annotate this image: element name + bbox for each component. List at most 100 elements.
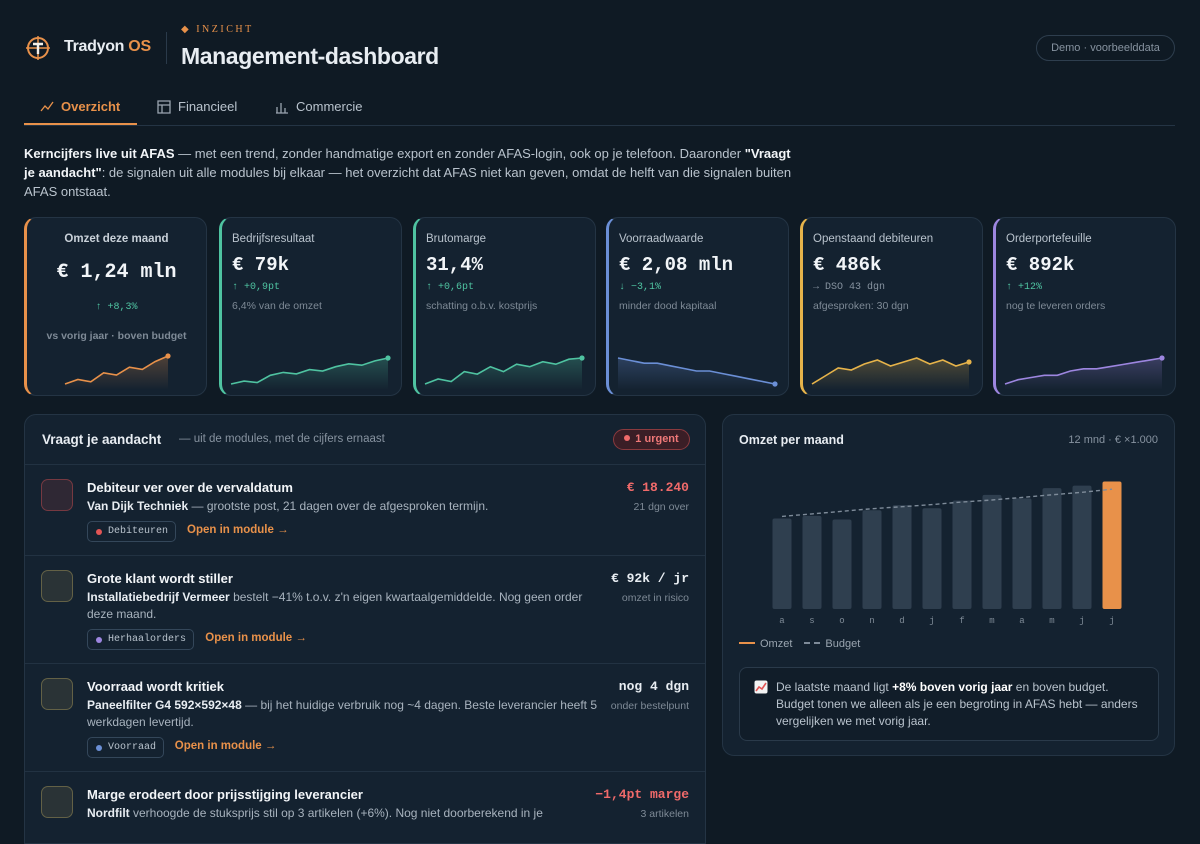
item-tag: Voorraad xyxy=(87,737,165,758)
bar xyxy=(1102,481,1122,609)
item-lead: Paneelfilter G4 592×592×48 xyxy=(87,698,242,712)
attention-title: Vraagt je aandacht xyxy=(42,432,162,447)
tab-bar: Overzicht Financieel Commercie xyxy=(24,92,1175,126)
sparkline-area xyxy=(1005,358,1162,390)
sparkline xyxy=(811,357,972,390)
kpi-delta: ↑ +12% xyxy=(1006,282,1043,293)
kpi-label: Openstaand debiteuren xyxy=(813,233,934,245)
sparkline-end xyxy=(966,359,972,365)
x-tick-label: j xyxy=(1079,616,1084,626)
kpi-value: € 486k xyxy=(813,254,882,276)
attention-item: Debiteur ver over de vervaldatum Van Dijk… xyxy=(25,464,705,556)
eyebrow-text: INZICHT xyxy=(196,24,254,35)
note-part: De laatste maand ligt xyxy=(776,680,893,694)
kpi-label: Brutomarge xyxy=(426,233,487,245)
item-amount-note: 3 artikelen xyxy=(640,808,689,820)
kpi-value: € 892k xyxy=(1006,254,1075,276)
x-tick-label: o xyxy=(839,616,844,626)
x-tick-label: m xyxy=(1049,616,1054,626)
kpi-value: € 2,08 mln xyxy=(619,254,734,276)
tab-label: Commercie xyxy=(296,99,363,114)
sparkline-area xyxy=(618,358,775,390)
bar xyxy=(862,510,882,609)
tab-icon xyxy=(276,103,288,114)
legend-item: Omzet xyxy=(739,638,792,650)
item-icon xyxy=(41,570,73,602)
tab[interactable]: Commercie xyxy=(259,92,369,125)
kpi-card: Openstaand debiteuren € 486k → DSO 43 dgn a… xyxy=(800,217,983,396)
x-tick-label: a xyxy=(779,616,785,626)
sparkline-end xyxy=(1159,355,1165,361)
brand: Tradyon OS xyxy=(64,38,151,56)
open-module-link[interactable]: Open in module → xyxy=(174,740,277,752)
sparkline-area xyxy=(231,358,388,390)
x-tick-label: a xyxy=(1019,616,1025,626)
kpi-card: Omzet deze maand € 1,24 mln ↑ +8,3% vs vori… xyxy=(24,217,207,396)
kpi-delta: ↑ +8,3% xyxy=(95,302,138,313)
item-amount: € 18.240 xyxy=(626,480,689,495)
kpi-label: Bedrijfsresultaat xyxy=(232,233,315,245)
item-text: Nordfilt verhoogde de stuksprijs stil op… xyxy=(87,805,602,822)
item-lead: Van Dijk Techniek xyxy=(87,499,189,513)
sparkline-line xyxy=(424,357,583,385)
item-lead: Installatiebedrijf Vermeer xyxy=(87,590,230,604)
tag-label: Herhaalorders xyxy=(108,634,187,645)
brand-name: Tradyon xyxy=(64,38,125,55)
note-text: De laatste maand ligt +8% boven vorig ja… xyxy=(776,679,1146,730)
sparkline xyxy=(1004,355,1165,390)
bar xyxy=(1072,485,1092,609)
sparkline-end xyxy=(165,353,171,359)
bar xyxy=(952,500,972,609)
sparkline-end xyxy=(385,355,391,361)
kpi-delta: ↑ +0,9pt xyxy=(232,282,281,293)
open-module-link[interactable]: Open in module → xyxy=(187,524,289,536)
item-text: Paneelfilter G4 592×592×48 — bij het hui… xyxy=(87,697,602,731)
tab-icon-path xyxy=(40,101,54,112)
logo xyxy=(26,36,50,60)
tag-label: Debiteuren xyxy=(108,526,169,537)
legend-label: Budget xyxy=(825,638,861,650)
kpi-card: Bedrijfsresultaat € 79k ↑ +0,9pt 6,4% van d… xyxy=(219,217,402,396)
item-body: — grootste post, 21 dagen over de afgesp… xyxy=(188,499,489,513)
item-title: Grote klant wordt stiller xyxy=(87,571,233,586)
kpi-note: afgesproken: 30 dgn xyxy=(813,300,909,312)
attention-item: Grote klant wordt stiller Installatiebedr… xyxy=(25,555,705,664)
x-tick-label: d xyxy=(899,616,904,626)
sparkline-line xyxy=(64,355,169,385)
intro-strong: Kerncijfers live uit AFAS xyxy=(24,146,175,161)
attention-panel: Vraagt je aandacht — uit de modules, met… xyxy=(24,414,706,844)
legend-label: Omzet xyxy=(760,638,793,650)
item-body: verhoogde de stuksprijs stil op 3 artike… xyxy=(129,806,543,820)
legend-swatch xyxy=(739,642,755,644)
bar xyxy=(892,505,912,609)
item-body: — bij het huidige verbruik nog ~4 dagen.… xyxy=(87,698,598,729)
page-title: Management-dashboard xyxy=(181,43,439,69)
demo-badge: Demo · voorbeelddata xyxy=(1036,35,1175,61)
bar xyxy=(802,515,822,609)
sparkline-end xyxy=(579,355,585,361)
urgent-text: 1 urgent xyxy=(635,433,679,445)
tab[interactable]: Financieel xyxy=(141,92,255,125)
x-tick-label: j xyxy=(1109,616,1114,626)
item-text: Van Dijk Techniek — grootste post, 21 da… xyxy=(87,498,602,515)
item-icon xyxy=(41,479,73,511)
note-icon xyxy=(754,680,768,694)
open-module-link[interactable]: Open in module → xyxy=(205,632,307,644)
item-title: Marge erodeert door prijsstijging levera… xyxy=(87,787,363,802)
sparkline xyxy=(64,353,171,390)
bar xyxy=(832,519,852,609)
note-part: en boven budget. Budget tonen we alleen … xyxy=(776,680,1138,728)
item-icon xyxy=(41,786,73,818)
tag-dot xyxy=(96,637,102,643)
legend-item: Budget xyxy=(804,638,860,650)
kpi-card: Orderportefeuille € 892k ↑ +12% nog te leve… xyxy=(993,217,1176,396)
sparkline xyxy=(617,357,778,390)
tab-label: Financieel xyxy=(178,99,238,114)
item-amount-note: 21 dgn over xyxy=(633,501,689,513)
bar xyxy=(922,508,942,609)
tab-icon-path xyxy=(276,103,288,114)
tab[interactable]: Overzicht xyxy=(24,92,137,125)
x-tick-label: f xyxy=(959,616,964,626)
note-strong: +8% boven vorig jaar xyxy=(892,680,1013,694)
urgent-badge: 1 urgent xyxy=(613,429,690,450)
